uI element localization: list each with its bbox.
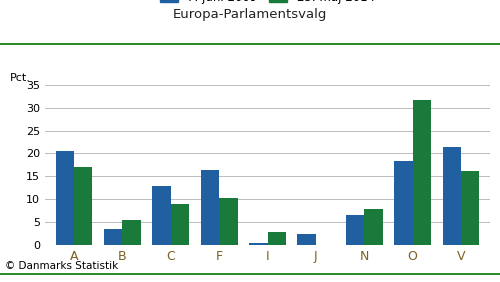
Bar — [412, 100, 431, 245]
Bar — [346, 215, 364, 245]
Text: Europa-Parlamentsvalg: Europa-Parlamentsvalg — [173, 8, 327, 21]
Text: © Danmarks Statistik: © Danmarks Statistik — [5, 261, 118, 271]
Bar — [364, 209, 382, 245]
Bar — [171, 204, 189, 245]
Bar — [152, 186, 171, 245]
Bar — [122, 220, 141, 245]
Bar — [394, 161, 412, 245]
Bar — [249, 243, 268, 245]
Bar — [104, 229, 122, 245]
Bar — [442, 147, 461, 245]
Bar — [201, 170, 219, 245]
Bar — [74, 167, 92, 245]
Bar — [56, 151, 74, 245]
Bar — [461, 171, 479, 245]
Bar — [298, 234, 316, 245]
Legend: 7. juni 2009, 25. maj 2014: 7. juni 2009, 25. maj 2014 — [160, 0, 374, 4]
Bar — [219, 198, 238, 245]
Bar — [268, 232, 286, 245]
Text: Pct.: Pct. — [10, 73, 30, 83]
